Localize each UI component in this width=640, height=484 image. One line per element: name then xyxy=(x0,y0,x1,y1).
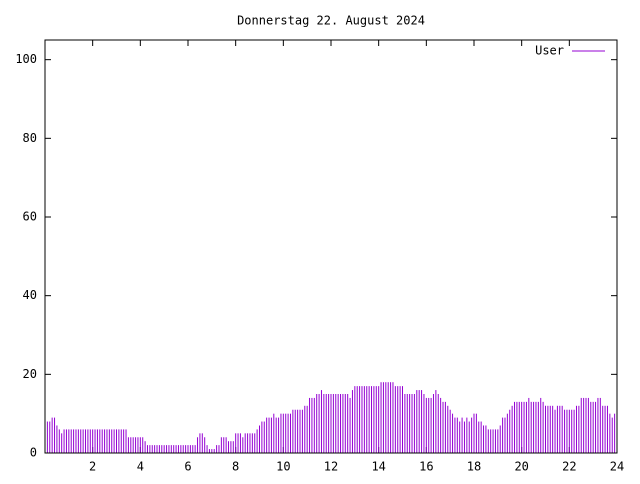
y-tick-label: 80 xyxy=(23,131,37,145)
x-tick-label: 24 xyxy=(610,460,624,474)
x-tick-label: 14 xyxy=(371,460,385,474)
legend-label: User xyxy=(535,44,564,58)
x-tick-label: 12 xyxy=(324,460,338,474)
y-tick-label: 20 xyxy=(23,367,37,381)
x-tick-label: 18 xyxy=(467,460,481,474)
x-tick-label: 20 xyxy=(514,460,528,474)
y-tick-label: 40 xyxy=(23,288,37,302)
x-tick-label: 2 xyxy=(89,460,96,474)
y-tick-label: 0 xyxy=(30,446,37,460)
chart-title: Donnerstag 22. August 2024 xyxy=(237,14,425,28)
y-tick-label: 100 xyxy=(15,52,37,66)
x-tick-label: 6 xyxy=(184,460,191,474)
x-tick-label: 10 xyxy=(276,460,290,474)
plot-border xyxy=(44,39,618,454)
x-tick-label: 16 xyxy=(419,460,433,474)
x-tick-label: 4 xyxy=(137,460,144,474)
x-tick-label: 22 xyxy=(562,460,576,474)
x-tick-label: 8 xyxy=(232,460,239,474)
y-tick-label: 60 xyxy=(23,210,37,224)
